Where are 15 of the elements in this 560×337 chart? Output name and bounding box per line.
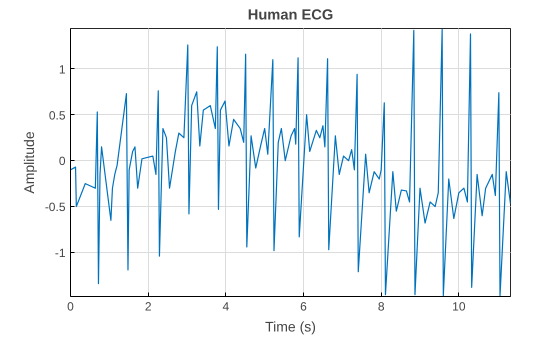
x-tick-label: 4 [222,300,230,314]
y-tick-label: 0.5 [48,108,66,122]
x-tick-label: 2 [144,300,152,314]
y-tick-label: 1 [58,62,66,76]
x-tick-label: 8 [378,300,385,314]
x-tick-label: 10 [452,300,466,314]
y-tick-label: -1 [54,246,66,260]
y-tick-label: 0 [58,154,66,168]
x-axis-title: Time (s) [265,318,316,334]
y-axis-title: Amplitude [20,131,37,194]
x-tick-label: 6 [300,300,308,314]
chart-title: Human ECG [248,8,334,24]
y-tick-label: -0.5 [44,200,66,214]
x-tick-label: 0 [67,300,74,314]
line-series [70,28,510,296]
